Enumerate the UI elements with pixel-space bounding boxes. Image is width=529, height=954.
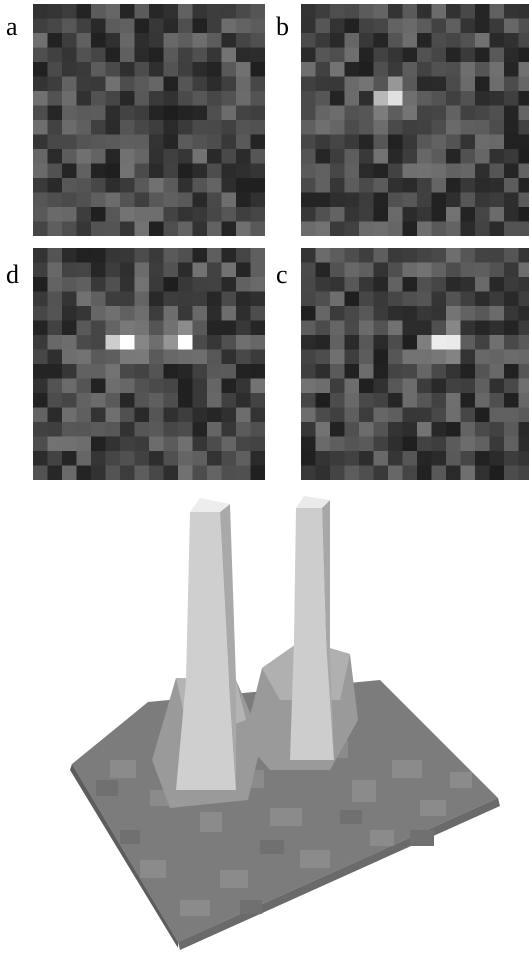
panel-label-a: a (6, 12, 18, 41)
surface-base-front (70, 764, 178, 948)
noise-image-b-single-spot (301, 4, 529, 236)
peak-left-side (220, 504, 236, 790)
noise-image-d-two-spots (33, 248, 265, 480)
panel-label-b: b (276, 12, 289, 41)
noise-image-c-single-spot (301, 248, 529, 480)
peak-right-top (296, 496, 330, 508)
panel-label-c: c (276, 260, 288, 289)
peak-left-front (176, 512, 236, 790)
panel-label-d: d (6, 260, 19, 289)
noise-image-a (33, 4, 265, 236)
3d-surface-plot (70, 496, 500, 950)
peak-left-top (190, 498, 230, 512)
peak-right-front (290, 508, 334, 760)
peak-right-side (322, 500, 334, 760)
